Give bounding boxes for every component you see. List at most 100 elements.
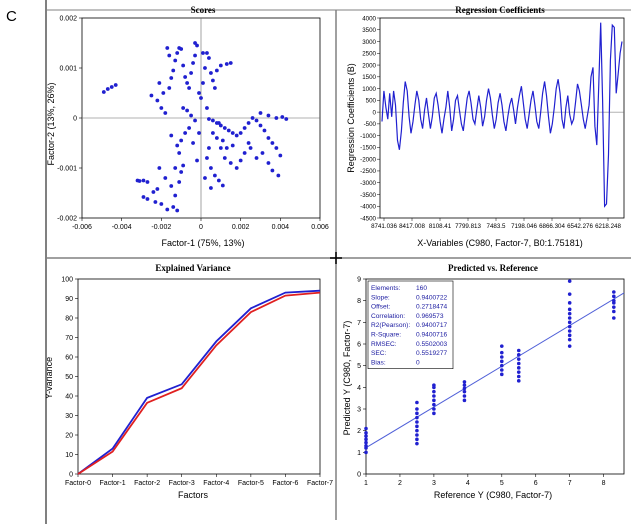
score-point	[183, 75, 188, 79]
variance-xlabel: Factors	[178, 490, 209, 500]
score-point	[187, 126, 192, 130]
crosshair-icon	[330, 252, 342, 264]
predicted-point	[415, 400, 419, 405]
variance-ytick-label: 20	[65, 433, 73, 440]
score-point	[195, 43, 199, 48]
score-point	[211, 131, 215, 135]
stats-value: 0.9400717	[416, 322, 448, 329]
predicted-point	[415, 407, 419, 411]
predicted-xtick-label: 5	[500, 480, 504, 487]
score-point	[193, 118, 197, 123]
score-point	[205, 156, 209, 160]
predicted-point	[567, 292, 572, 296]
score-point	[141, 178, 146, 183]
score-point	[181, 106, 186, 110]
score-point	[207, 56, 211, 60]
variance-xtick-label: Factor-5	[238, 480, 264, 487]
predicted-point	[364, 437, 368, 442]
predicted-point	[567, 324, 572, 329]
score-point	[161, 91, 166, 95]
stats-value: 0.969573	[416, 313, 444, 320]
score-point	[216, 178, 221, 183]
score-point	[203, 176, 207, 180]
predicted-xtick-label: 7	[568, 480, 572, 487]
regression-ytick-label: 2000	[362, 62, 376, 69]
score-point	[197, 91, 201, 95]
score-point	[207, 117, 211, 121]
predicted-point	[462, 394, 467, 398]
predicted-point	[415, 437, 419, 442]
score-point	[157, 166, 162, 170]
stats-value: 0.9400722	[416, 294, 448, 301]
stats-value: 0.2718474	[416, 304, 448, 311]
predicted-xtick-label: 1	[364, 480, 368, 487]
regression-plot-frame	[379, 17, 625, 219]
score-point	[145, 180, 150, 184]
score-point	[254, 118, 259, 123]
predicted-point	[499, 350, 504, 355]
score-point	[105, 87, 110, 91]
regression-ytick-label: 0	[373, 109, 377, 116]
score-point	[278, 153, 283, 158]
variance-xtick-label: Factor-4	[203, 480, 229, 487]
regression-xtick-label: 6866.304	[539, 223, 565, 230]
score-point	[224, 146, 229, 150]
score-point	[167, 53, 172, 58]
regression-ytick-label: -1000	[360, 133, 376, 140]
regression-ytick-label: 3500	[362, 27, 376, 34]
score-point	[141, 195, 146, 199]
score-point	[270, 168, 275, 173]
score-point	[258, 111, 263, 115]
score-point	[157, 81, 162, 85]
predicted-point	[499, 359, 504, 364]
predicted-point	[415, 420, 419, 424]
score-point	[149, 93, 154, 98]
score-point	[211, 78, 215, 83]
predicted-point	[462, 380, 467, 384]
score-point	[216, 121, 221, 125]
score-point	[214, 68, 219, 73]
score-point	[207, 146, 211, 150]
score-point	[234, 133, 239, 138]
stats-label: Slope:	[371, 294, 390, 301]
predicted-point	[567, 329, 572, 333]
regression-xtick-label: 6218.248	[595, 223, 621, 230]
scores-xtick-label: -0.002	[151, 224, 171, 231]
score-point	[137, 179, 142, 183]
predicted-point	[415, 433, 419, 437]
score-point	[191, 141, 195, 145]
score-point	[175, 143, 180, 148]
stats-value: 160	[416, 285, 427, 292]
regression-xtick-label: 8417.008	[399, 223, 425, 230]
predicted-point	[612, 298, 616, 303]
predicted-xtick-label: 8	[602, 480, 606, 487]
predicted-point	[499, 344, 504, 348]
score-point	[193, 53, 197, 58]
stats-value: 0.5519277	[416, 350, 448, 357]
variance-xtick-label: Factor-7	[307, 480, 333, 487]
predicted-point	[516, 353, 521, 357]
score-point	[218, 146, 223, 150]
score-point	[167, 86, 172, 90]
score-point	[179, 138, 184, 143]
variance-xtick-label: Factor-6	[272, 480, 298, 487]
score-point	[201, 51, 205, 55]
score-point	[101, 90, 106, 94]
stats-label: Correlation:	[371, 313, 405, 320]
predicted-ytick-label: 0	[357, 472, 361, 479]
score-point	[228, 161, 233, 165]
scores-ytick-label: -0.002	[57, 216, 77, 223]
regression-ytick-label: -4500	[360, 215, 376, 222]
predicted-xtick-label: 6	[534, 480, 538, 487]
stats-label: Bias:	[371, 359, 386, 366]
regression-ytick-label: 2500	[362, 51, 376, 58]
predicted-plot-frame	[365, 278, 625, 475]
regression-xtick-label: 6542.276	[567, 223, 593, 230]
regression-ytick-label: -3000	[360, 180, 376, 187]
variance-ytick-label: 10	[65, 452, 73, 459]
regression-xtick-label: 8741.036	[371, 223, 397, 230]
score-point	[171, 68, 176, 73]
variance-xtick-label: Factor-2	[134, 480, 160, 487]
predicted-point	[364, 431, 368, 435]
score-point	[163, 176, 168, 180]
